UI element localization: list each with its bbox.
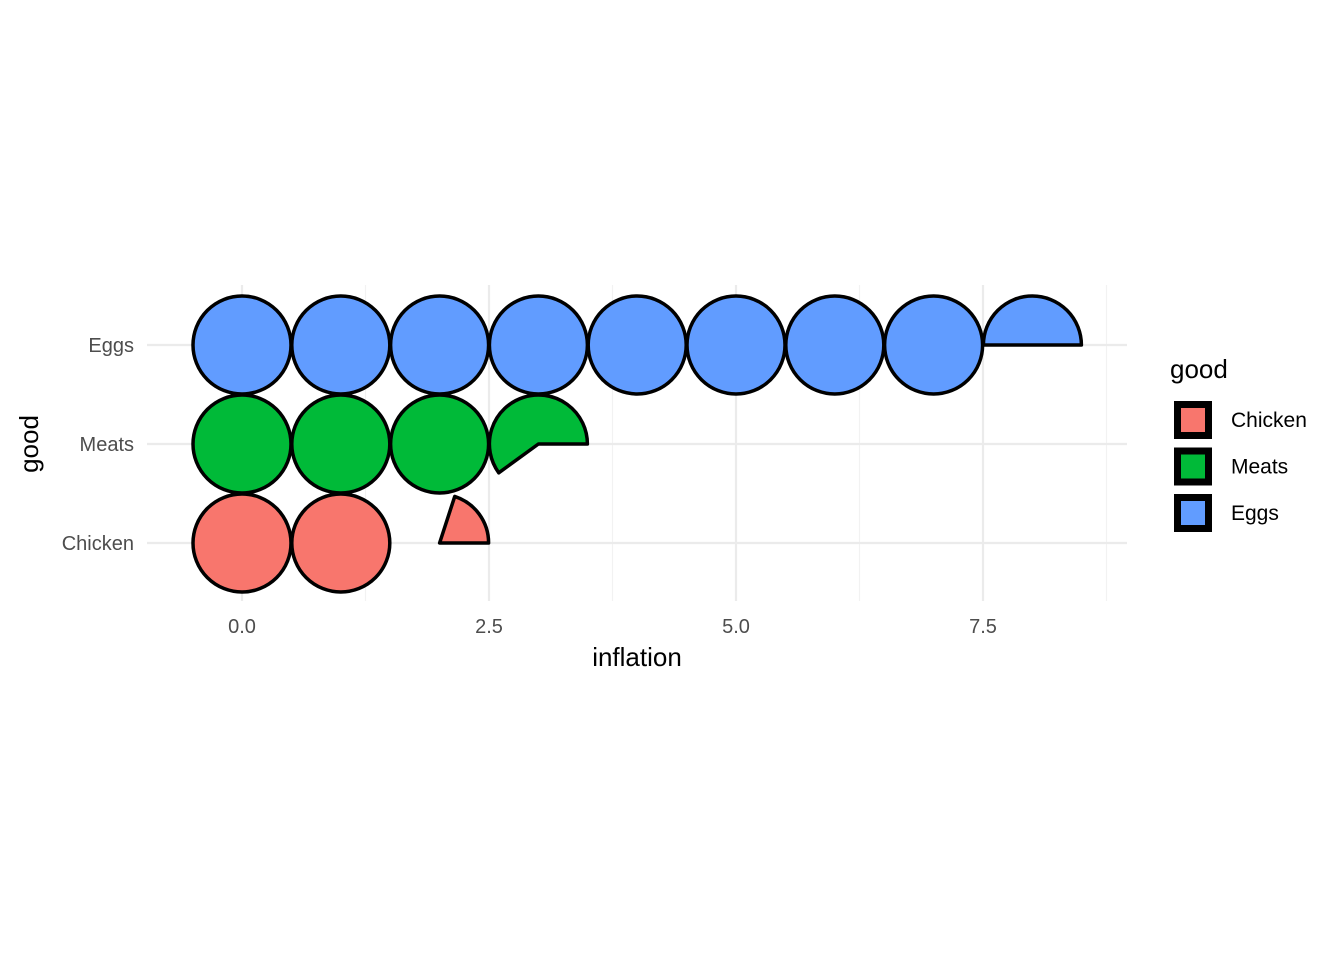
legend-label: Eggs [1231, 502, 1279, 525]
glyph-eggs [685, 294, 787, 396]
glyph-eggs [191, 294, 293, 396]
y-tick-label: Chicken [62, 533, 134, 555]
glyph-meats [191, 393, 293, 495]
legend-swatch-meats [1181, 454, 1205, 479]
glyph-meats [388, 393, 491, 495]
partial-glyph-eggs [981, 294, 1084, 347]
x-axis-ticks: 0.0 2.5 5.0 7.5 [228, 616, 997, 638]
y-tick-label: Meats [80, 434, 134, 456]
y-axis-title: good [14, 415, 44, 473]
x-tick-label: 2.5 [475, 616, 503, 638]
legend: good Chicken Meats Eggs [1170, 354, 1307, 532]
glyph-eggs [784, 294, 886, 396]
glyph-eggs [882, 294, 985, 396]
x-axis-title: inflation [592, 642, 682, 672]
y-tick-label: Eggs [88, 335, 134, 357]
legend-label: Chicken [1231, 409, 1307, 432]
glyph-marks [191, 294, 1084, 594]
glyph-eggs [290, 294, 392, 396]
x-tick-label: 5.0 [722, 616, 750, 638]
y-axis-ticks: Chicken Meats Eggs [62, 335, 134, 555]
legend-label: Meats [1231, 456, 1288, 479]
partial-glyph-meats [487, 393, 590, 475]
glyph-eggs [586, 294, 688, 396]
glyph-eggs [487, 294, 590, 396]
x-tick-label: 7.5 [969, 616, 997, 638]
legend-swatch-eggs [1181, 501, 1205, 525]
glyph-chicken [191, 492, 293, 594]
legend-swatch-chicken [1181, 408, 1205, 432]
legend-title: good [1170, 354, 1228, 384]
partial-glyph-chicken [437, 494, 491, 545]
glyph-meats [290, 393, 392, 495]
glyph-chicken [290, 492, 392, 594]
glyph-eggs [388, 294, 491, 396]
x-tick-label: 0.0 [228, 616, 256, 638]
